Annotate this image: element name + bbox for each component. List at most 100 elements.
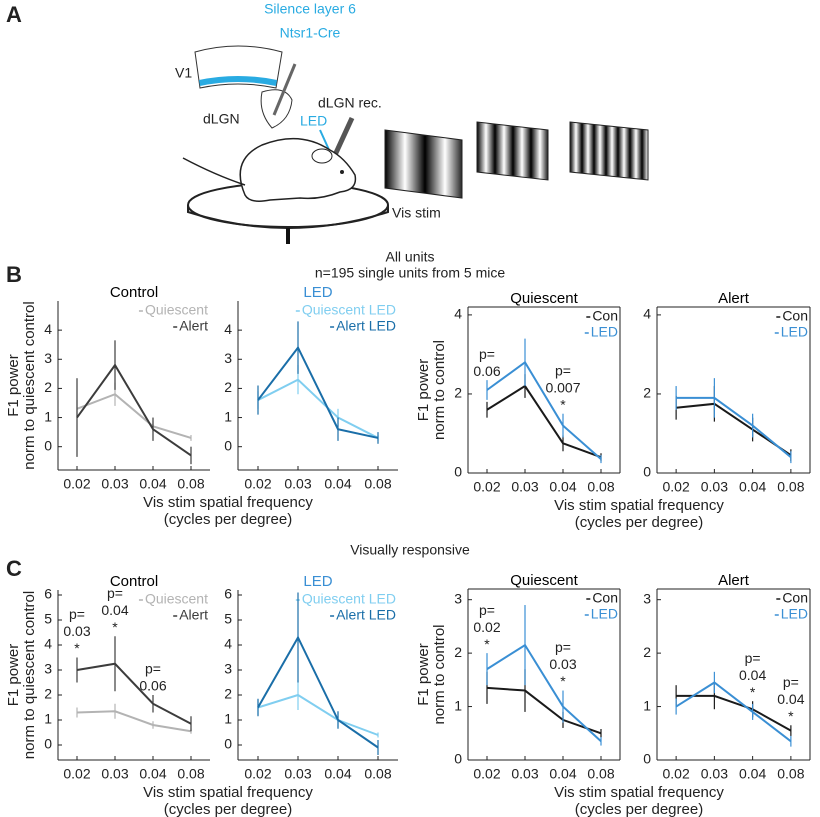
chart-title: Alert xyxy=(718,572,750,589)
p-value-label: * xyxy=(112,619,118,635)
x-tick-label: 0.02 xyxy=(244,766,271,782)
mouse-ear xyxy=(311,148,333,164)
y-axis-label: norm to control xyxy=(431,340,448,440)
series-line xyxy=(486,360,602,460)
series-line xyxy=(486,384,602,459)
legend-label: Quiescent LED xyxy=(302,302,396,318)
chart-title: Quiescent xyxy=(510,290,578,307)
layer6 xyxy=(199,76,277,86)
series-line xyxy=(76,662,192,725)
p-value-label: p= xyxy=(479,602,495,618)
y-tick-label: 1 xyxy=(44,408,52,424)
p-value-label: p= xyxy=(69,606,85,622)
diagram-label: dLGN rec. xyxy=(318,95,382,111)
p-value-label: * xyxy=(484,636,490,652)
x-tick-label: 0.03 xyxy=(284,476,311,492)
row-heading: Visually responsive xyxy=(350,542,470,558)
legend-label: LED xyxy=(781,324,808,340)
x-tick-label: 0.03 xyxy=(101,476,128,492)
chart-title: LED xyxy=(303,573,332,590)
p-value-label: 0.03 xyxy=(549,656,576,672)
x-axis-label: Vis stim spatial frequency xyxy=(554,497,724,514)
p-value-label: p= xyxy=(745,650,761,666)
diagram-label: LED xyxy=(300,113,327,129)
electrode xyxy=(272,63,297,116)
y-tick-label: 1 xyxy=(643,697,651,713)
y-axis-label: norm to quiescent control xyxy=(21,591,38,759)
mouse-tail xyxy=(182,157,246,186)
legend-label: Con xyxy=(592,308,618,324)
series-line xyxy=(76,363,192,457)
y-tick-label: 3 xyxy=(44,350,52,366)
series-line xyxy=(257,345,379,439)
y-tick-label: 0 xyxy=(44,736,52,752)
legend-label: Quiescent xyxy=(145,302,208,318)
series-line xyxy=(257,635,379,749)
x-tick-label: 0.04 xyxy=(324,476,351,492)
x-tick-label: 0.02 xyxy=(473,766,500,782)
x-axis-label: (cycles per degree) xyxy=(575,801,703,817)
chart-title: Control xyxy=(110,573,158,590)
chart-title: Control xyxy=(110,284,158,301)
p-value-label: * xyxy=(74,640,80,656)
legend-label: Quiescent xyxy=(145,591,208,607)
y-tick-label: 2 xyxy=(643,644,651,660)
p-value-label: 0.007 xyxy=(545,379,580,395)
wheel-edge xyxy=(187,205,389,229)
x-tick-label: 0.08 xyxy=(177,766,204,782)
x-tick-label: 0.03 xyxy=(701,479,728,495)
y-tick-label: 0 xyxy=(643,751,651,767)
y-axis-label: norm to control xyxy=(431,624,448,724)
x-tick-label: 0.03 xyxy=(701,766,728,782)
legend-label: Con xyxy=(782,590,808,606)
x-tick-label: 0.02 xyxy=(63,476,90,492)
p-value-label: * xyxy=(750,684,756,700)
y-tick-label: 0 xyxy=(224,437,232,453)
x-tick-label: 0.08 xyxy=(364,766,391,782)
grating xyxy=(476,121,549,181)
y-tick-label: 4 xyxy=(44,321,52,337)
mouse-eye xyxy=(340,170,344,174)
y-tick-label: 1 xyxy=(454,697,462,713)
x-tick-label: 0.08 xyxy=(587,479,614,495)
y-tick-label: 4 xyxy=(643,306,651,322)
y-tick-label: 4 xyxy=(224,636,232,652)
x-tick-label: 0.04 xyxy=(139,766,166,782)
y-tick-label: 3 xyxy=(224,661,232,677)
x-axis-label: Vis stim spatial frequency xyxy=(143,784,313,801)
legend-label: Con xyxy=(782,308,808,324)
x-tick-label: 0.04 xyxy=(324,766,351,782)
legend-label: Alert LED xyxy=(336,318,396,334)
y-axis-label: F1 power xyxy=(415,359,432,422)
x-axis-label: (cycles per degree) xyxy=(164,511,292,528)
y-tick-label: 4 xyxy=(44,636,52,652)
y-tick-label: 1 xyxy=(224,711,232,727)
diagram-label: Vis stim xyxy=(392,205,441,221)
x-axis-label: (cycles per degree) xyxy=(164,801,292,817)
panel-label: B xyxy=(6,262,22,287)
legend-label: Quiescent LED xyxy=(302,591,396,607)
row-subheading: n=195 single units from 5 mice xyxy=(315,265,505,281)
p-value-label: p= xyxy=(145,661,161,677)
panel-label: C xyxy=(6,556,22,581)
diagram-label: dLGN xyxy=(203,111,240,127)
x-tick-label: 0.03 xyxy=(284,766,311,782)
p-value-label: * xyxy=(560,396,566,412)
series-line xyxy=(676,694,792,732)
p-value-label: p= xyxy=(555,362,571,378)
x-tick-label: 0.03 xyxy=(101,766,128,782)
grating xyxy=(569,121,649,181)
x-tick-label: 0.02 xyxy=(473,479,500,495)
x-tick-label: 0.04 xyxy=(549,479,576,495)
y-tick-label: 2 xyxy=(44,686,52,702)
row-heading: All units xyxy=(385,249,434,265)
p-value-label: * xyxy=(560,673,566,689)
y-tick-label: 5 xyxy=(224,611,232,627)
y-tick-label: 3 xyxy=(643,590,651,606)
y-tick-label: 6 xyxy=(224,586,232,602)
x-tick-label: 0.02 xyxy=(63,766,90,782)
diagram-label: V1 xyxy=(175,65,192,81)
y-tick-label: 0 xyxy=(643,464,651,480)
p-value-label: 0.04 xyxy=(101,602,128,618)
